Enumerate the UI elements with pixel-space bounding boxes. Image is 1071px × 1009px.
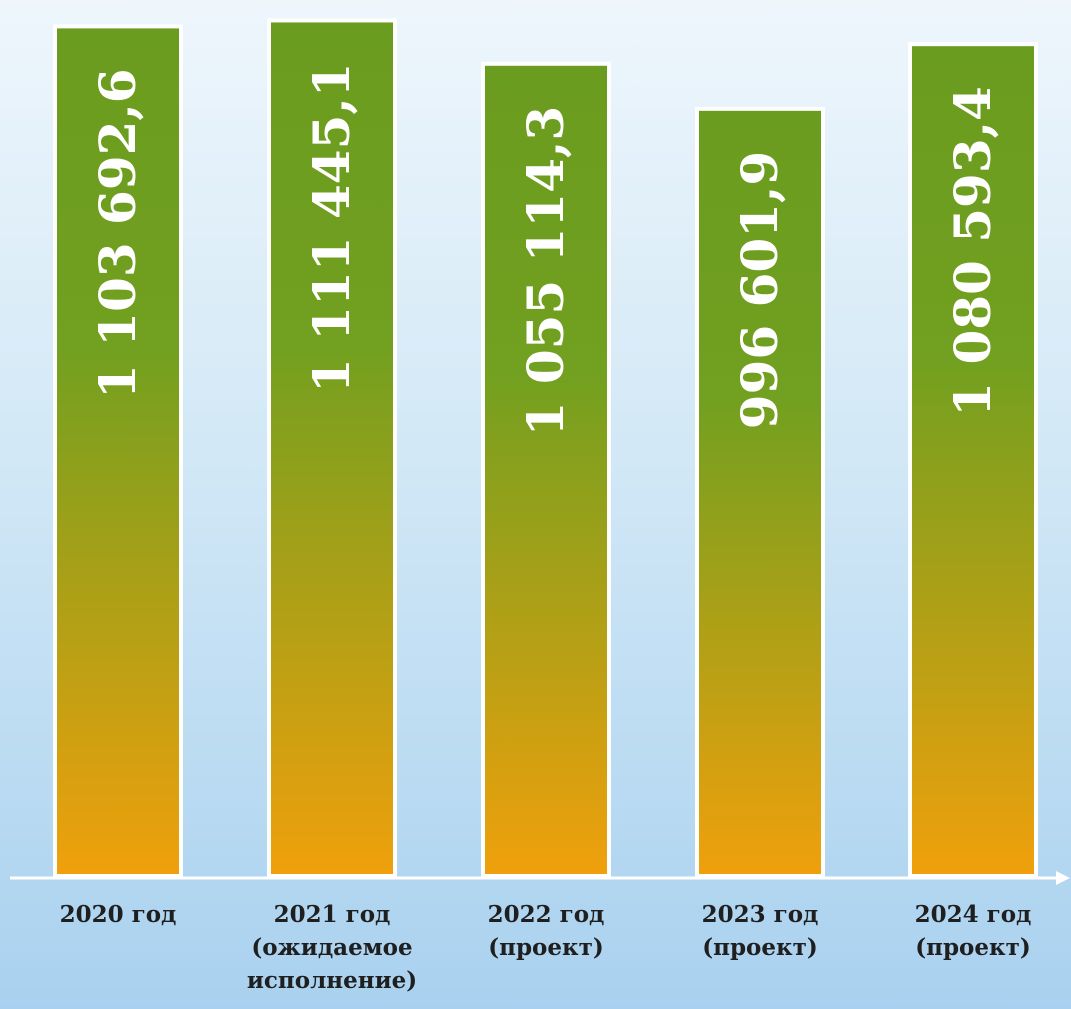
category-label-line: (проект) [702, 934, 818, 961]
bar-2 [267, 18, 397, 878]
bar-4 [695, 106, 825, 878]
x-axis-arrow-icon [1056, 871, 1070, 885]
bars: 1 103 692,6 1 111 445,1 1 055 114,3 996 601… [53, 18, 1038, 879]
value-label-4: 996 601,9 [730, 151, 789, 429]
category-label-4: 2023 год (проект) [702, 901, 819, 961]
category-labels: 2020 год 2021 год (ожидаемое исполнение)202… [60, 901, 1032, 994]
bar-5 [908, 42, 1038, 878]
bar-3 [481, 61, 611, 879]
category-label-line: 2022 год [488, 901, 605, 928]
x-axis [10, 871, 1070, 885]
category-label-line: 2020 год [60, 901, 177, 928]
value-label-2: 1 111 445,1 [302, 62, 361, 393]
bar-1 [53, 24, 183, 878]
category-label-line: 2023 год [702, 901, 819, 928]
category-label-line: (проект) [488, 934, 604, 961]
category-label-1: 2020 год [60, 901, 177, 928]
category-label-2: 2021 год (ожидаемое исполнение) [247, 901, 417, 994]
category-label-line: 2021 год [274, 901, 391, 928]
category-label-line: (проект) [915, 934, 1031, 961]
category-label-line: (ожидаемое [251, 934, 412, 961]
category-label-5: 2024 год (проект) [915, 901, 1032, 961]
value-label-5: 1 080 593,4 [943, 86, 1002, 417]
category-label-line: 2024 год [915, 901, 1032, 928]
category-label-line: исполнение) [247, 967, 417, 994]
category-label-3: 2022 год (проект) [488, 901, 605, 961]
value-label-3: 1 055 114,3 [516, 106, 575, 437]
value-label-1: 1 103 692,6 [88, 68, 147, 399]
